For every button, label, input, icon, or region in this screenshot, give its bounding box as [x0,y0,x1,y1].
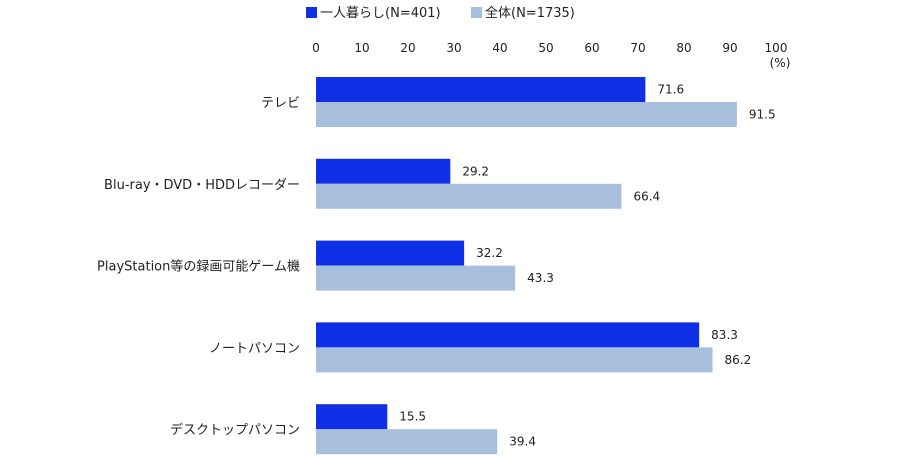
x-axis-unit-label: (%) [770,56,791,70]
bar-series-1 [316,240,465,266]
legend: 一人暮らし(N=401) 全体(N=1735) [306,5,575,21]
x-axis-ticks: 0 10 20 30 40 50 60 70 80 90 100 [312,41,787,55]
data-label: 43.3 [527,271,554,285]
data-label: 32.2 [476,246,503,260]
category-labels: テレビ Blu-ray・DVD・HDDレコーダー PlayStation等の録画可能… [97,96,300,438]
bar-series-2 [316,102,737,127]
x-tick-label: 60 [584,41,599,55]
legend-swatch-2 [471,7,482,18]
x-tick-label: 40 [492,41,507,55]
data-label: 29.2 [462,164,489,178]
data-label: 91.5 [749,108,776,122]
legend-swatch-1 [306,7,317,18]
x-tick-label: 20 [400,41,415,55]
x-tick-label: 50 [538,41,553,55]
category-label: ノートパソコン [209,341,300,356]
category-label: PlayStation等の録画可能ゲーム機 [97,259,300,275]
bar-series-2 [316,347,713,373]
x-tick-label: 70 [630,41,645,55]
data-label: 66.4 [633,189,660,203]
bar-series-1 [316,404,388,430]
x-tick-label: 30 [446,41,461,55]
category-label: Blu-ray・DVD・HDDレコーダー [104,178,300,193]
value-labels: 71.6 91.5 29.2 66.4 32.2 43.3 83.3 86.2 15.5 39.4 [399,83,775,449]
bars [316,77,737,455]
data-label: 15.5 [399,410,426,424]
x-tick-label: 10 [354,41,369,55]
bar-series-2 [316,429,498,455]
x-tick-label: 90 [722,41,737,55]
bar-series-2 [316,183,622,209]
category-label: デスクトップパソコン [170,422,300,438]
data-label: 83.3 [711,328,738,342]
data-label: 86.2 [725,353,752,367]
x-tick-label: 80 [676,41,691,55]
bar-series-1 [316,322,700,348]
data-label: 39.4 [509,435,536,449]
bar-series-2 [316,265,516,291]
legend-label-1: 一人暮らし(N=401) [320,6,441,21]
category-label: テレビ [261,96,300,111]
legend-label-2: 全体(N=1735) [485,5,575,21]
bar-series-1 [316,158,451,184]
x-tick-label: 0 [312,41,320,55]
x-tick-label: 100 [765,41,788,55]
data-label: 71.6 [657,83,684,97]
bar-series-1 [316,77,646,102]
